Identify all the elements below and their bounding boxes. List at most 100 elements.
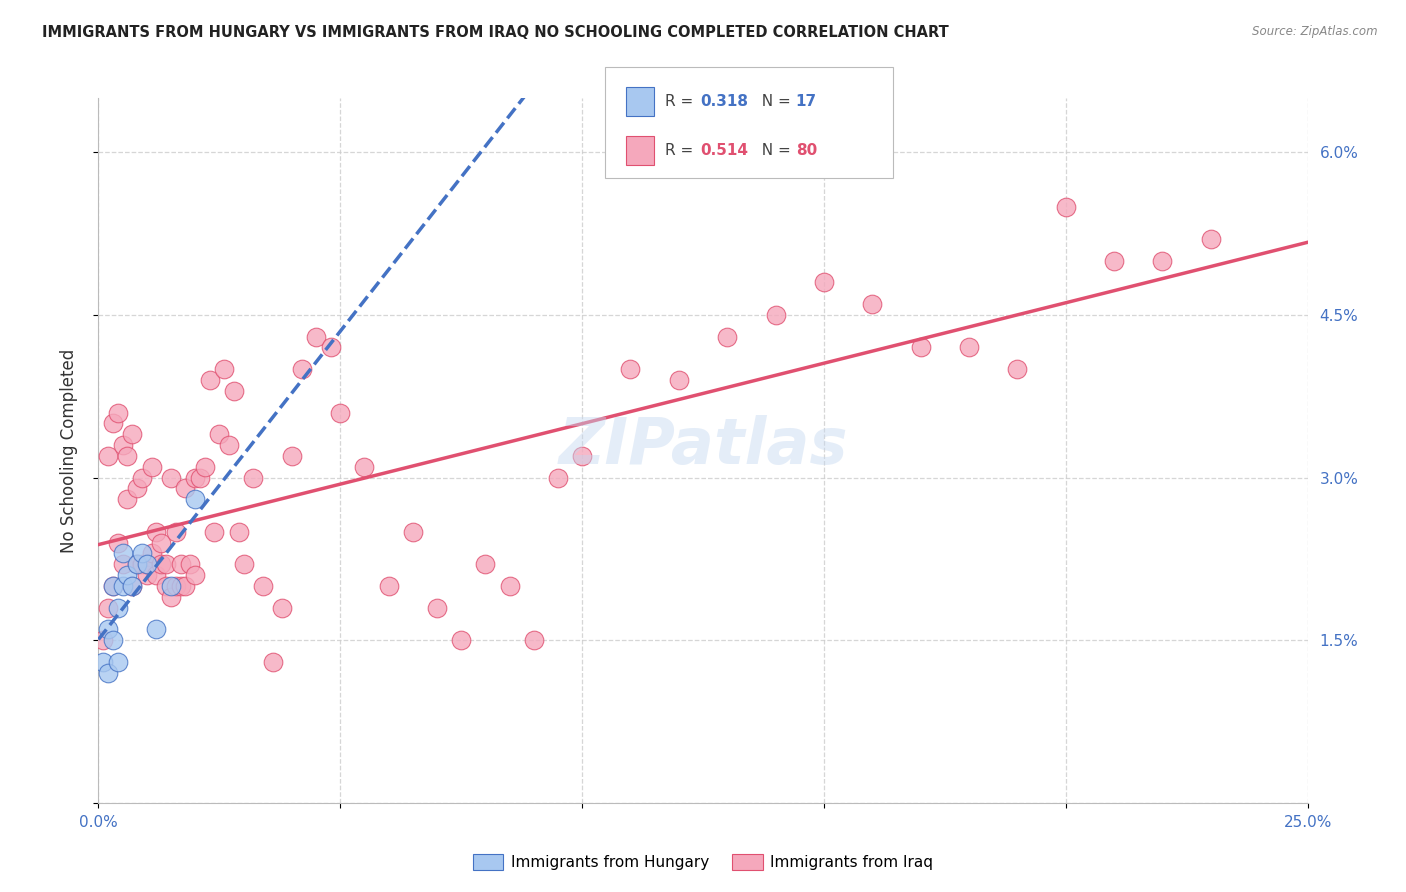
- Text: 0.514: 0.514: [700, 144, 748, 158]
- Point: [127, 558, 149, 572]
- Point: [208, 427, 231, 442]
- Point: [184, 470, 207, 484]
- Point: [1199, 232, 1222, 246]
- Point: [111, 438, 134, 452]
- Point: [1054, 200, 1077, 214]
- Point: [121, 579, 143, 593]
- Point: [716, 329, 738, 343]
- Point: [668, 373, 690, 387]
- Point: [145, 623, 167, 637]
- Point: [131, 558, 153, 572]
- Point: [194, 459, 217, 474]
- Point: [150, 535, 173, 549]
- Point: [474, 558, 496, 572]
- Point: [135, 568, 157, 582]
- Point: [377, 579, 399, 593]
- Point: [107, 535, 129, 549]
- Point: [121, 579, 143, 593]
- Point: [290, 362, 312, 376]
- Text: 0.318: 0.318: [700, 95, 748, 109]
- Point: [571, 449, 593, 463]
- Point: [141, 546, 163, 560]
- Point: [498, 579, 520, 593]
- Text: 17: 17: [796, 95, 817, 109]
- Point: [111, 546, 134, 560]
- Point: [150, 558, 173, 572]
- Point: [141, 459, 163, 474]
- Point: [1007, 362, 1029, 376]
- Point: [107, 600, 129, 615]
- Text: 80: 80: [796, 144, 817, 158]
- Point: [145, 568, 167, 582]
- Point: [252, 579, 274, 593]
- Point: [107, 655, 129, 669]
- Point: [232, 558, 254, 572]
- Point: [111, 558, 134, 572]
- Point: [91, 655, 114, 669]
- Point: [957, 341, 980, 355]
- Point: [101, 579, 124, 593]
- Point: [107, 405, 129, 419]
- Point: [155, 558, 177, 572]
- Text: IMMIGRANTS FROM HUNGARY VS IMMIGRANTS FROM IRAQ NO SCHOOLING COMPLETED CORRELATI: IMMIGRANTS FROM HUNGARY VS IMMIGRANTS FR…: [42, 25, 949, 40]
- Point: [547, 470, 569, 484]
- Point: [218, 438, 240, 452]
- Point: [765, 308, 787, 322]
- Point: [242, 470, 264, 484]
- Point: [111, 579, 134, 593]
- Point: [262, 655, 284, 669]
- Point: [160, 470, 183, 484]
- Point: [127, 482, 149, 496]
- Point: [271, 600, 294, 615]
- Point: [101, 417, 124, 431]
- Point: [121, 427, 143, 442]
- Point: [402, 524, 425, 539]
- Point: [319, 341, 342, 355]
- Point: [198, 373, 221, 387]
- Point: [91, 633, 114, 648]
- Point: [228, 524, 250, 539]
- Point: [97, 600, 120, 615]
- Text: ZIPatlas: ZIPatlas: [558, 415, 848, 477]
- Point: [179, 558, 201, 572]
- Point: [619, 362, 641, 376]
- Point: [860, 297, 883, 311]
- Point: [174, 579, 197, 593]
- Point: [188, 470, 211, 484]
- Point: [204, 524, 226, 539]
- Point: [305, 329, 328, 343]
- Point: [426, 600, 449, 615]
- Point: [127, 558, 149, 572]
- Point: [97, 623, 120, 637]
- Y-axis label: No Schooling Completed: No Schooling Completed: [59, 349, 77, 552]
- Point: [135, 558, 157, 572]
- Point: [165, 579, 187, 593]
- Point: [222, 384, 245, 398]
- Text: Source: ZipAtlas.com: Source: ZipAtlas.com: [1253, 25, 1378, 38]
- Point: [353, 459, 375, 474]
- Text: N =: N =: [752, 144, 796, 158]
- Text: R =: R =: [665, 144, 699, 158]
- Point: [117, 568, 139, 582]
- Point: [160, 579, 183, 593]
- Point: [117, 449, 139, 463]
- Point: [155, 579, 177, 593]
- Point: [1102, 253, 1125, 268]
- Legend: Immigrants from Hungary, Immigrants from Iraq: Immigrants from Hungary, Immigrants from…: [467, 848, 939, 876]
- Point: [169, 558, 191, 572]
- Point: [523, 633, 546, 648]
- Point: [281, 449, 304, 463]
- Point: [174, 482, 197, 496]
- Point: [910, 341, 932, 355]
- Point: [101, 633, 124, 648]
- Point: [329, 405, 352, 419]
- Point: [184, 492, 207, 507]
- Point: [165, 524, 187, 539]
- Point: [160, 590, 183, 604]
- Point: [97, 449, 120, 463]
- Point: [97, 665, 120, 680]
- Point: [184, 568, 207, 582]
- Point: [131, 470, 153, 484]
- Text: R =: R =: [665, 95, 699, 109]
- Point: [145, 524, 167, 539]
